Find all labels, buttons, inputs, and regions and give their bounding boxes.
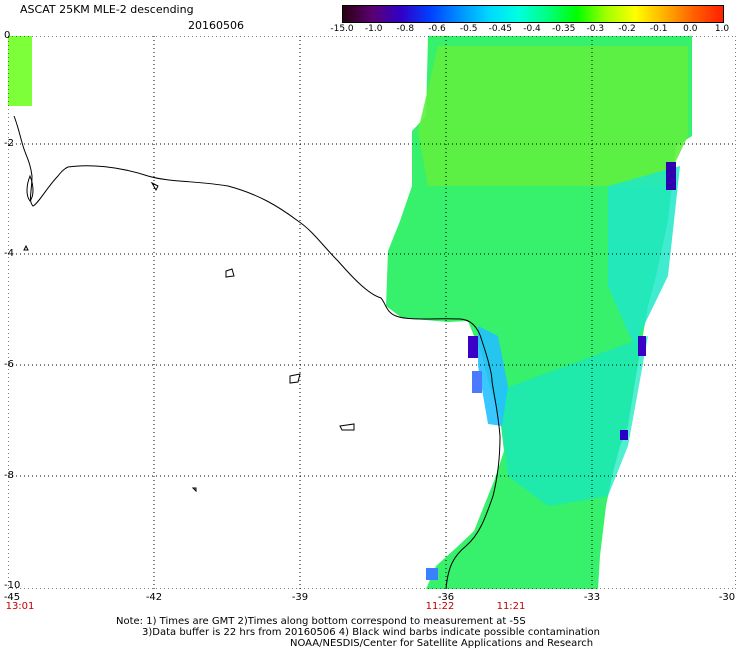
colorbar-label: -0.4 xyxy=(523,24,541,34)
swath-south-cyan xyxy=(498,336,648,506)
pass-time-1: 11:22 xyxy=(425,601,455,612)
colorbar-label: 1.0 xyxy=(714,24,730,34)
colorbar-label: -0.6 xyxy=(428,24,446,34)
colorbar-label: -0.35 xyxy=(552,24,576,34)
colorbar-label: -0.1 xyxy=(649,24,668,34)
y-tick-3: -6 xyxy=(4,359,14,370)
note-line-2: 3)Data buffer is 22 hrs from 20160506 4)… xyxy=(142,627,600,638)
pass-time-0: 13:01 xyxy=(5,601,35,612)
x-tick-5: -30 xyxy=(718,592,736,603)
swath-blue-pixel-6 xyxy=(426,568,438,580)
x-tick-4: -33 xyxy=(583,592,601,603)
x-tick-3: -36 xyxy=(437,592,455,603)
x-tick-0: -45 xyxy=(3,592,21,603)
swath-data xyxy=(8,36,692,589)
colorbar-label: -0.8 xyxy=(396,24,415,34)
swath-left-strip xyxy=(8,36,32,106)
colorbar-labels: -15.0 -1.0 -0.8 -0.6 -0.5 -0.45 -0.4 -0.35 -0.3 -… xyxy=(330,24,734,36)
y-tick-5: -10 xyxy=(4,580,21,591)
note-line-3: NOAA/NESDIS/Center for Satellite Applica… xyxy=(290,638,594,649)
colorbar-label: -0.5 xyxy=(459,24,478,34)
swath-blue-pixel-2 xyxy=(472,371,482,393)
swath-blue-pixel-4 xyxy=(638,336,646,356)
note-line-1: Note: 1) Times are GMT 2)Times along bot… xyxy=(116,616,526,627)
colorbar-label: -0.3 xyxy=(586,24,605,34)
colorbar xyxy=(342,5,724,23)
swath-mid-cyan xyxy=(608,166,680,346)
y-tick-0: 0 xyxy=(4,30,11,41)
map-plot xyxy=(8,36,736,589)
colorbar-label: 0.0 xyxy=(683,24,698,34)
map-title: ASCAT 25KM MLE-2 descending xyxy=(20,3,194,16)
colorbar-label: -0.2 xyxy=(618,24,636,34)
pass-time-2: 11:21 xyxy=(496,601,526,612)
coastline xyxy=(13,115,501,589)
y-tick-4: -8 xyxy=(4,470,14,481)
colorbar-label: -1.0 xyxy=(364,24,383,34)
swath-blue-pixel-5 xyxy=(620,430,628,440)
y-tick-1: -2 xyxy=(4,138,14,149)
colorbar-label: -0.45 xyxy=(488,24,512,34)
map-date: 20160506 xyxy=(188,19,244,32)
swath-upper-green xyxy=(418,46,688,186)
colorbar-label: -15.0 xyxy=(330,24,354,34)
grid xyxy=(8,36,736,589)
y-tick-2: -4 xyxy=(4,248,14,259)
x-tick-1: -42 xyxy=(145,592,163,603)
swath-blue-pixel-3 xyxy=(666,162,676,190)
swath-blue-pixel-1 xyxy=(468,336,478,358)
x-tick-2: -39 xyxy=(291,592,309,603)
